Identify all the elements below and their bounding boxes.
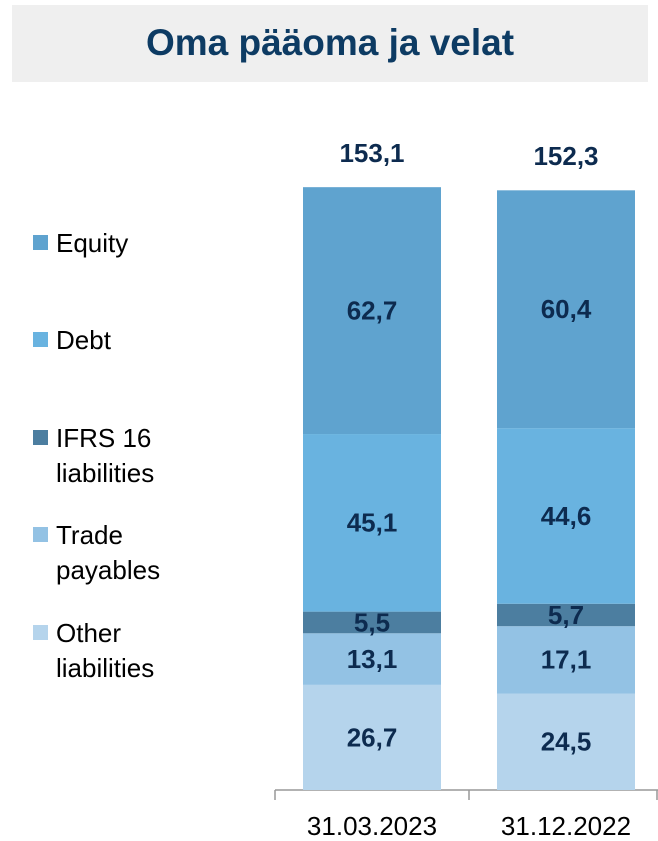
chart-title: Oma pääoma ja velat [146, 22, 514, 63]
bar-segment [303, 187, 441, 435]
bar-segment [303, 434, 441, 612]
legend-label: Other liabilities [56, 618, 155, 683]
bar-segment [303, 684, 441, 790]
legend-item: Debt [33, 323, 191, 358]
legend-item: Equity [33, 226, 191, 261]
value-label: 45,1 [347, 508, 398, 538]
total-label: 153,1 [339, 138, 404, 168]
legend-label: IFRS 16 liabilities [56, 423, 155, 488]
value-label: 62,7 [347, 295, 398, 325]
bar-segment [497, 626, 635, 694]
value-label: 26,7 [347, 722, 398, 752]
value-label: 17,1 [541, 645, 592, 675]
legend-label: Trade payables [56, 520, 161, 585]
value-label: 60,4 [541, 294, 592, 324]
legend-label: Debt [56, 325, 111, 355]
total-label: 152,3 [533, 141, 598, 171]
title-band [12, 5, 648, 82]
legend-swatch [33, 235, 48, 250]
legend-swatch [33, 430, 48, 445]
legend-swatch [33, 527, 48, 542]
value-label: 5,5 [354, 607, 390, 637]
legend-swatch [33, 332, 48, 347]
legend-swatch [33, 625, 48, 640]
bar-segment [303, 611, 441, 634]
x-tick-label: 31.12.2022 [501, 811, 631, 841]
bar-segment [303, 633, 441, 685]
legend-item: IFRS 16 liabilities [33, 421, 191, 491]
bar-segment [497, 603, 635, 627]
value-label: 44,6 [541, 501, 592, 531]
legend-item: Other liabilities [33, 616, 191, 686]
value-label: 5,7 [548, 600, 584, 630]
value-label: 13,1 [347, 644, 398, 674]
bar-segment [497, 693, 635, 790]
bar-segment [497, 428, 635, 604]
bar-segment [497, 190, 635, 429]
x-tick-label: 31.03.2023 [307, 811, 437, 841]
legend-item: Trade payables [33, 518, 191, 588]
value-label: 24,5 [541, 727, 592, 757]
legend-label: Equity [56, 228, 129, 258]
